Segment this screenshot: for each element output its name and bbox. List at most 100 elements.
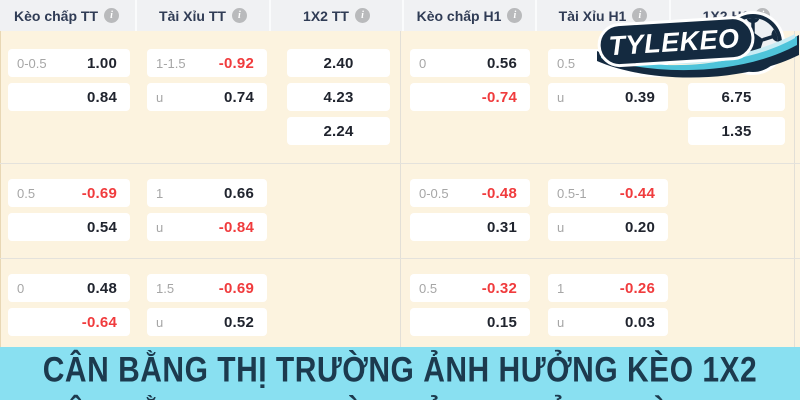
odds-value: 0.20 bbox=[625, 218, 655, 236]
odds-value: 0.48 bbox=[87, 279, 117, 297]
odds-cell-handicap-tt[interactable]: -0.64 bbox=[8, 308, 130, 336]
odds-line: 0.5 bbox=[557, 55, 576, 71]
odds-value: 6.75 bbox=[721, 88, 752, 106]
odds-cell-overunder-tt[interactable]: u 0.52 bbox=[147, 308, 267, 336]
odds-line: u bbox=[557, 89, 565, 105]
header-handicap-tt: Kèo chấp TT i bbox=[0, 0, 133, 31]
odds-cell-handicap-h1[interactable]: 0.15 bbox=[410, 308, 530, 336]
odds-value: -0.74 bbox=[481, 88, 517, 106]
odds-line: u bbox=[156, 89, 164, 105]
odds-value: -0.26 bbox=[619, 279, 655, 297]
odds-value: 0.66 bbox=[224, 184, 254, 202]
odds-value: -0.48 bbox=[481, 184, 517, 202]
header-handicap-h1: Kèo chấp H1 i bbox=[402, 0, 535, 31]
header-overunder-h1: Tài Xỉu H1 i bbox=[535, 0, 669, 31]
odds-cell-overunder-h1[interactable]: 0.5-1 -0.44 bbox=[548, 179, 668, 207]
odds-value: 0.15 bbox=[487, 313, 517, 331]
odds-cell-overunder-tt[interactable]: u -0.84 bbox=[147, 213, 267, 241]
odds-cell-overunder-tt[interactable]: u 0.74 bbox=[147, 83, 267, 111]
odds-line: 0-0.5 bbox=[419, 185, 449, 201]
promo-banner-text-echo: CÂN BẰNG THỊ TRƯỜNG ẢNH HƯỞNG KÈO 1X2 bbox=[0, 396, 800, 400]
odds-line: 1 bbox=[557, 280, 565, 296]
odds-value: 2.24 bbox=[323, 122, 354, 140]
odds-value: -0.69 bbox=[81, 184, 117, 202]
odds-cell-overunder-h1[interactable]: u 0.39 bbox=[548, 83, 668, 111]
odds-cell-handicap-h1[interactable]: 0-0.5 -0.48 bbox=[410, 179, 530, 207]
odds-line: u bbox=[156, 314, 164, 330]
odds-cell-overunder-tt[interactable]: 1-1.5 -0.92 bbox=[147, 49, 267, 77]
info-icon[interactable]: i bbox=[104, 8, 119, 23]
odds-cell-handicap-tt[interactable]: 0.5 -0.69 bbox=[8, 179, 130, 207]
odds-cell-handicap-tt[interactable]: 0.84 bbox=[8, 83, 130, 111]
odds-value: -0.69 bbox=[218, 279, 254, 297]
odds-line: 0 bbox=[17, 280, 25, 296]
header-label: Tài Xỉu TT bbox=[159, 7, 226, 24]
info-icon[interactable]: i bbox=[632, 8, 648, 23]
odds-cell-overunder-h1[interactable]: 1 -0.26 bbox=[548, 274, 668, 302]
header-label: Kèo chấp H1 bbox=[416, 7, 502, 24]
odds-header-row: Kèo chấp TT i Tài Xỉu TT i 1X2 TT i Kèo … bbox=[0, 0, 800, 31]
divider-left-edge bbox=[0, 31, 1, 347]
odds-line: 1.5 bbox=[156, 280, 175, 296]
odds-cell-1x2-tt[interactable]: 4.23 bbox=[287, 83, 390, 111]
odds-value: 0.39 bbox=[625, 88, 655, 106]
info-icon[interactable]: i bbox=[507, 8, 523, 23]
odds-value: 1.00 bbox=[87, 54, 117, 72]
odds-cell-handicap-tt[interactable]: 0.54 bbox=[8, 213, 130, 241]
odds-line: 0.5 bbox=[419, 280, 438, 296]
odds-cell-handicap-tt[interactable]: 0 0.48 bbox=[8, 274, 130, 302]
odds-cell-overunder-h1[interactable]: 0.5 bbox=[548, 49, 668, 77]
odds-cell-1x2-h1[interactable]: 1.35 bbox=[688, 117, 785, 145]
odds-value: 0.31 bbox=[487, 218, 517, 236]
header-label: Kèo chấp TT bbox=[13, 7, 98, 24]
odds-line: 0 bbox=[419, 55, 427, 71]
odds-value: -0.44 bbox=[619, 184, 655, 202]
odds-cell-handicap-h1[interactable]: -0.74 bbox=[410, 83, 530, 111]
odds-cell-handicap-h1[interactable]: 0.31 bbox=[410, 213, 530, 241]
odds-value: 0.56 bbox=[487, 54, 517, 72]
odds-value: 0.84 bbox=[87, 88, 117, 106]
odds-value: -0.84 bbox=[218, 218, 254, 236]
divider-section-1 bbox=[0, 163, 800, 164]
info-icon[interactable]: i bbox=[231, 8, 247, 23]
odds-cell-handicap-h1[interactable]: 0.5 -0.32 bbox=[410, 274, 530, 302]
odds-cell-overunder-h1[interactable]: u 0.20 bbox=[548, 213, 668, 241]
odds-value: 0.54 bbox=[87, 218, 117, 236]
odds-line: 1-1.5 bbox=[156, 55, 186, 71]
odds-line: 0.5-1 bbox=[557, 185, 587, 201]
odds-value: 0.03 bbox=[625, 313, 655, 331]
odds-value: 2.40 bbox=[323, 54, 354, 72]
header-label: 1X2 TT bbox=[303, 7, 349, 24]
header-1x2-tt: 1X2 TT i bbox=[269, 0, 402, 31]
promo-banner-text: CÂN BẰNG THỊ TRƯỜNG ẢNH HƯỞNG KÈO 1X2 bbox=[42, 351, 758, 390]
odds-cell-1x2-tt[interactable]: 2.24 bbox=[287, 117, 390, 145]
odds-line: 0-0.5 bbox=[17, 55, 47, 71]
header-1x2-h1: 1X2 H1 i bbox=[669, 0, 800, 31]
odds-cell-overunder-h1[interactable]: u 0.03 bbox=[548, 308, 668, 336]
odds-cell-overunder-tt[interactable]: 1 0.66 bbox=[147, 179, 267, 207]
divider-right bbox=[794, 31, 795, 347]
odds-value: -0.32 bbox=[481, 279, 517, 297]
odds-line: 0.5 bbox=[17, 185, 36, 201]
odds-cell-1x2-tt[interactable]: 2.40 bbox=[287, 49, 390, 77]
odds-line: u bbox=[156, 219, 164, 235]
promo-banner[interactable]: CÂN BẰNG THỊ TRƯỜNG ẢNH HƯỞNG KÈO 1X2 CÂ… bbox=[0, 347, 800, 400]
header-overunder-tt: Tài Xỉu TT i bbox=[135, 0, 269, 31]
odds-cell-overunder-tt[interactable]: 1.5 -0.69 bbox=[147, 274, 267, 302]
odds-value: 4.23 bbox=[323, 88, 354, 106]
odds-value: -0.64 bbox=[81, 313, 117, 331]
info-icon[interactable]: i bbox=[755, 8, 771, 23]
odds-line: u bbox=[557, 314, 565, 330]
odds-value: -0.92 bbox=[218, 54, 254, 72]
odds-line: u bbox=[557, 219, 565, 235]
header-label: Tài Xỉu H1 bbox=[558, 7, 627, 24]
info-icon[interactable]: i bbox=[354, 8, 370, 23]
odds-cell-1x2-h1[interactable]: 6.75 bbox=[688, 83, 785, 111]
header-label: 1X2 H1 bbox=[702, 7, 750, 24]
odds-cell-handicap-tt[interactable]: 0-0.5 1.00 bbox=[8, 49, 130, 77]
divider-tt-h1 bbox=[400, 31, 401, 347]
odds-value: 0.74 bbox=[224, 88, 254, 106]
odds-cell-handicap-h1[interactable]: 0 0.56 bbox=[410, 49, 530, 77]
odds-line: 1 bbox=[156, 185, 164, 201]
